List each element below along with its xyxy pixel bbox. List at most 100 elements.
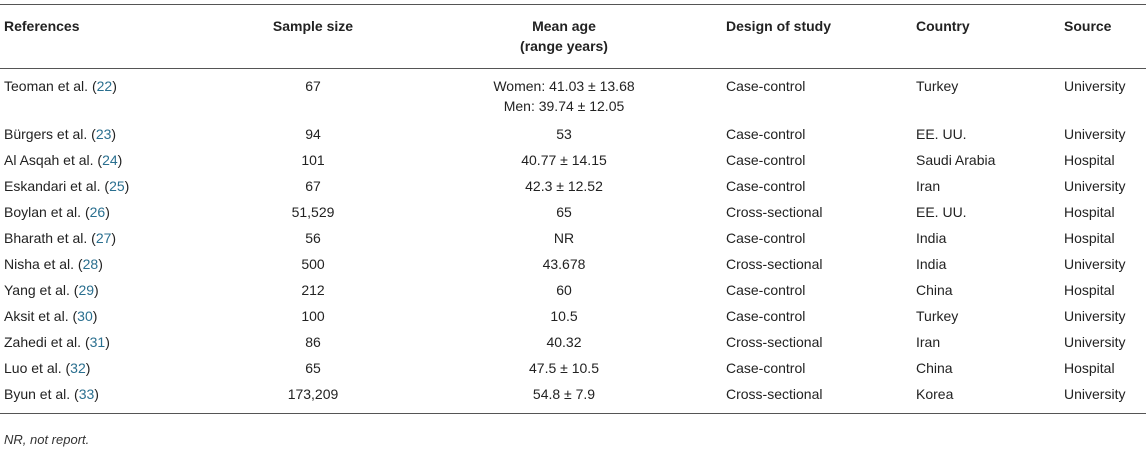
cell-design: Case-control [726, 359, 806, 376]
table-row: Bharath et al. (27) 56 NR Case-control India… [0, 225, 1146, 251]
cell-mean-age: 60 [402, 277, 726, 303]
mean-age-value: 54.8 ± 7.9 [532, 385, 596, 402]
cell-design: Cross-sectional [726, 255, 823, 272]
mean-age-value: 47.5 ± 10.5 [529, 359, 599, 376]
citation-link[interactable]: 27 [95, 229, 112, 246]
cell-mean-age: 40.32 [402, 329, 726, 355]
table-footnote: NR, not report. [4, 432, 90, 447]
cell-country: Saudi Arabia [916, 151, 996, 168]
header-mean-age-line1: Mean age [532, 18, 596, 34]
table-row: Nisha et al. (28) 500 43.678 Cross-sectiona… [0, 251, 1146, 277]
author-name: Yang et al. [4, 281, 70, 298]
cell-mean-age: 53 [402, 121, 726, 147]
mean-age-value: 53 [556, 125, 572, 142]
table-row: Luo et al. (32) 65 47.5 ± 10.5 Case-control… [0, 355, 1146, 381]
cell-mean-age: Women: 41.03 ± 13.68 Men: 39.74 ± 12.05 [402, 69, 726, 121]
cell-mean-age: 42.3 ± 12.52 [402, 173, 726, 199]
author-name: Aksit et al. [4, 307, 69, 324]
cell-sample-size: 67 [305, 177, 321, 194]
mean-age-value: 40.77 ± 14.15 [521, 151, 607, 168]
cell-sample-size: 94 [305, 125, 321, 142]
cell-country: EE. UU. [916, 203, 967, 220]
author-name: Zahedi et al. [4, 333, 82, 350]
citation-link[interactable]: 23 [95, 125, 112, 142]
cell-reference: Zahedi et al. (31) [4, 333, 110, 350]
citation-link[interactable]: 26 [89, 203, 106, 220]
citation-link[interactable]: 25 [109, 177, 125, 194]
cell-sample-size: 51,529 [291, 203, 335, 220]
table-row: Boylan et al. (26) 51,529 65 Cross-sectiona… [0, 199, 1146, 225]
cell-mean-age: 65 [402, 199, 726, 225]
cell-design: Case-control [726, 281, 806, 298]
cell-sample-size: 500 [301, 255, 325, 272]
table-row: Teoman et al. (22) 67 Women: 41.03 ± 13.68… [0, 69, 1146, 121]
cell-sample-size: 173,209 [287, 385, 339, 402]
mean-age-value: 65 [556, 203, 572, 220]
cell-sample-size: 56 [305, 229, 321, 246]
citation-link[interactable]: 28 [82, 255, 99, 272]
author-name: Teoman et al. [4, 78, 89, 94]
cell-mean-age: 54.8 ± 7.9 [402, 381, 726, 414]
cell-reference: Yang et al. (29) [4, 281, 99, 298]
cell-sample-size: 65 [305, 359, 321, 376]
citation-link[interactable]: 24 [102, 151, 118, 168]
cell-reference: Teoman et al. (22) [4, 78, 117, 94]
table-row: Bürgers et al. (23) 94 53 Case-control EE. U… [0, 121, 1146, 147]
cell-country: EE. UU. [916, 125, 967, 142]
citation-link[interactable]: 33 [78, 385, 95, 402]
cell-design: Cross-sectional [726, 333, 823, 350]
mean-age-value-2: Men: 39.74 ± 12.05 [503, 98, 625, 114]
author-name: Nisha et al. [4, 255, 75, 272]
mean-age-value: 10.5 [550, 307, 578, 324]
cell-reference: Bharath et al. (27) [4, 229, 117, 246]
citation-link[interactable]: 30 [77, 307, 93, 324]
author-name: Al Asqah et al. [4, 151, 94, 168]
cell-reference: Byun et al. (33) [4, 385, 99, 402]
cell-source: University [1064, 125, 1126, 142]
cell-source: Hospital [1064, 203, 1115, 220]
citation-link[interactable]: 22 [96, 78, 113, 94]
cell-mean-age: 47.5 ± 10.5 [402, 355, 726, 381]
author-name: Byun et al. [4, 385, 71, 402]
cell-country: Iran [916, 333, 941, 350]
cell-reference: Boylan et al. (26) [4, 203, 110, 220]
cell-design: Cross-sectional [726, 203, 823, 220]
cell-country: China [916, 281, 953, 298]
cell-mean-age: 10.5 [402, 303, 726, 329]
header-design: Design of study [726, 18, 832, 34]
citation-link[interactable]: 29 [78, 281, 95, 298]
cell-design: Case-control [726, 229, 806, 246]
mean-age-value: 42.3 ± 12.52 [525, 177, 603, 194]
cell-country: Korea [916, 385, 954, 402]
cell-country: India [916, 255, 947, 272]
table-row: Zahedi et al. (31) 86 40.32 Cross-sectional… [0, 329, 1146, 355]
cell-reference: Bürgers et al. (23) [4, 125, 117, 142]
cell-mean-age: 43.678 [402, 251, 726, 277]
table-row: Aksit et al. (30) 100 10.5 Case-control Turk… [0, 303, 1146, 329]
table-row: Al Asqah et al. (24) 101 40.77 ± 14.15 Case… [0, 147, 1146, 173]
header-country: Country [916, 18, 970, 34]
table-row: Byun et al. (33) 173,209 54.8 ± 7.9 Cross-s… [0, 381, 1146, 414]
cell-source: Hospital [1064, 359, 1115, 376]
table-body: Teoman et al. (22) 67 Women: 41.03 ± 13.68… [0, 69, 1146, 414]
header-source: Source [1064, 18, 1112, 34]
cell-source: University [1064, 255, 1126, 272]
cell-sample-size: 100 [301, 307, 325, 324]
cell-mean-age: NR [402, 225, 726, 251]
cell-design: Case-control [726, 151, 806, 168]
cell-source: University [1064, 385, 1126, 402]
cell-reference: Luo et al. (32) [4, 359, 91, 376]
header-mean-age-line2: (range years) [520, 38, 608, 54]
cell-sample-size: 67 [305, 78, 321, 94]
cell-sample-size: 86 [305, 333, 321, 350]
cell-design: Cross-sectional [726, 385, 823, 402]
cell-source: Hospital [1064, 281, 1115, 298]
citation-link[interactable]: 31 [89, 333, 106, 350]
cell-reference: Al Asqah et al. (24) [4, 151, 123, 168]
header-references: References [4, 18, 80, 34]
table-row: Eskandari et al. (25) 67 42.3 ± 12.52 Case-… [0, 173, 1146, 199]
cell-country: Turkey [916, 78, 959, 94]
citation-link[interactable]: 32 [70, 359, 86, 376]
cell-reference: Nisha et al. (28) [4, 255, 103, 272]
cell-source: University [1064, 78, 1126, 94]
